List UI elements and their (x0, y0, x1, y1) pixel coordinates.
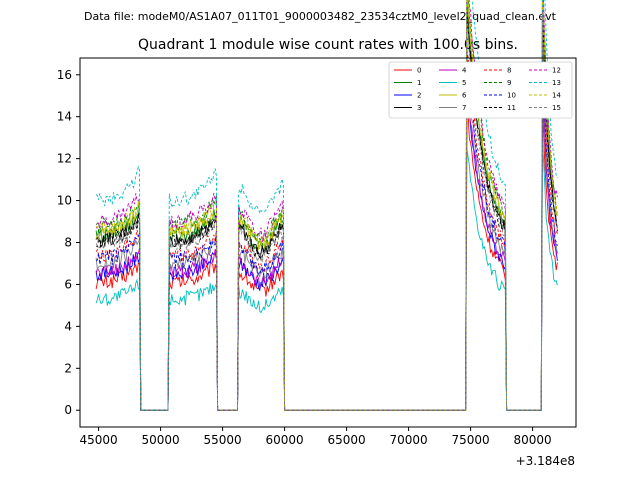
legend-label-6: 6 (462, 92, 467, 100)
x-axis: 45000 50000 55000 60000 65000 70000 75000 80000 (80, 427, 552, 447)
series-layer (95, 0, 558, 411)
legend-label-15: 15 (552, 104, 561, 112)
x-tick-label: 55000 (204, 433, 242, 447)
legend-label-14: 14 (552, 92, 561, 100)
y-tick-label: 12 (57, 152, 72, 166)
y-tick-label: 8 (64, 236, 72, 250)
chart-title: Quadrant 1 module wise count rates with … (138, 37, 518, 53)
x-tick-label: 45000 (80, 433, 118, 447)
x-tick-label: 75000 (452, 433, 490, 447)
y-tick-label: 10 (57, 194, 72, 208)
y-tick-label: 6 (64, 277, 72, 291)
x-tick-label: 50000 (142, 433, 180, 447)
x-tick-label: 60000 (266, 433, 304, 447)
legend-box (388, 61, 573, 119)
series-line-11 (96, 9, 558, 411)
legend-label-8: 8 (507, 67, 511, 75)
x-tick-label: 65000 (328, 433, 366, 447)
legend-label-7: 7 (462, 104, 466, 112)
legend-label-5: 5 (462, 79, 466, 87)
series-line-2 (95, 83, 558, 411)
legend-label-9: 9 (507, 79, 511, 87)
y-tick-label: 14 (57, 110, 72, 124)
legend-label-2: 2 (417, 92, 421, 100)
legend-label-11: 11 (507, 104, 516, 112)
y-tick-label: 4 (64, 319, 72, 333)
series-line-0 (95, 101, 558, 411)
y-axis: 0 2 4 6 8 10 12 14 16 (57, 68, 80, 417)
series-line-5 (95, 141, 558, 411)
legend-label-10: 10 (507, 92, 516, 100)
legend-label-0: 0 (417, 67, 421, 75)
legend-label-3: 3 (417, 104, 421, 112)
y-tick-label: 2 (64, 361, 72, 375)
series-line-15 (95, 11, 558, 411)
x-tick-label: 70000 (390, 433, 428, 447)
data-file-suptitle: Data file: modeM0/AS1A07_011T01_90000034… (84, 10, 557, 23)
legend-label-12: 12 (552, 67, 561, 75)
x-tick-label: 80000 (514, 433, 552, 447)
x-offset-label: +3.184e8 (516, 454, 575, 468)
legend-label-1: 1 (417, 79, 421, 87)
y-tick-label: 16 (57, 68, 72, 82)
y-tick-label: 0 (64, 403, 72, 417)
legend-label-13: 13 (552, 79, 561, 87)
legend-label-4: 4 (462, 67, 467, 75)
